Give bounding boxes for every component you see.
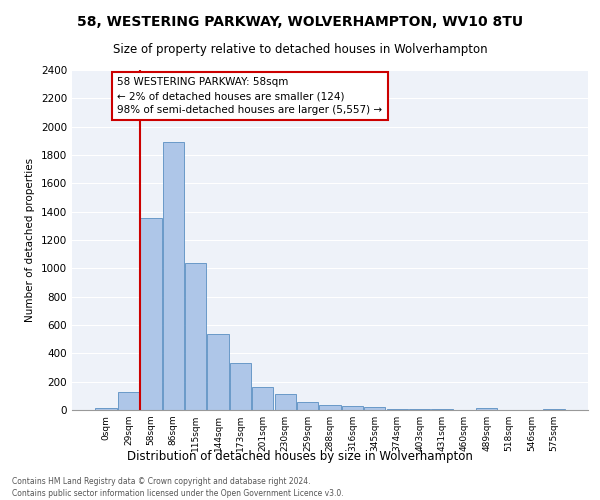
- Bar: [364, 407, 385, 410]
- Bar: [163, 142, 184, 410]
- Bar: [252, 386, 274, 410]
- Text: 58 WESTERING PARKWAY: 58sqm
← 2% of detached houses are smaller (124)
98% of sem: 58 WESTERING PARKWAY: 58sqm ← 2% of deta…: [117, 77, 382, 115]
- Bar: [118, 392, 139, 410]
- Bar: [476, 408, 497, 410]
- Text: 58, WESTERING PARKWAY, WOLVERHAMPTON, WV10 8TU: 58, WESTERING PARKWAY, WOLVERHAMPTON, WV…: [77, 15, 523, 29]
- Bar: [543, 408, 565, 410]
- Bar: [275, 394, 296, 410]
- Text: Distribution of detached houses by size in Wolverhampton: Distribution of detached houses by size …: [127, 450, 473, 463]
- Text: Size of property relative to detached houses in Wolverhampton: Size of property relative to detached ho…: [113, 42, 487, 56]
- Text: Contains HM Land Registry data © Crown copyright and database right 2024.
Contai: Contains HM Land Registry data © Crown c…: [12, 476, 344, 498]
- Bar: [319, 405, 341, 410]
- Bar: [342, 406, 363, 410]
- Bar: [140, 218, 161, 410]
- Bar: [208, 334, 229, 410]
- Y-axis label: Number of detached properties: Number of detached properties: [25, 158, 35, 322]
- Bar: [297, 402, 318, 410]
- Bar: [95, 408, 117, 410]
- Bar: [230, 363, 251, 410]
- Bar: [185, 262, 206, 410]
